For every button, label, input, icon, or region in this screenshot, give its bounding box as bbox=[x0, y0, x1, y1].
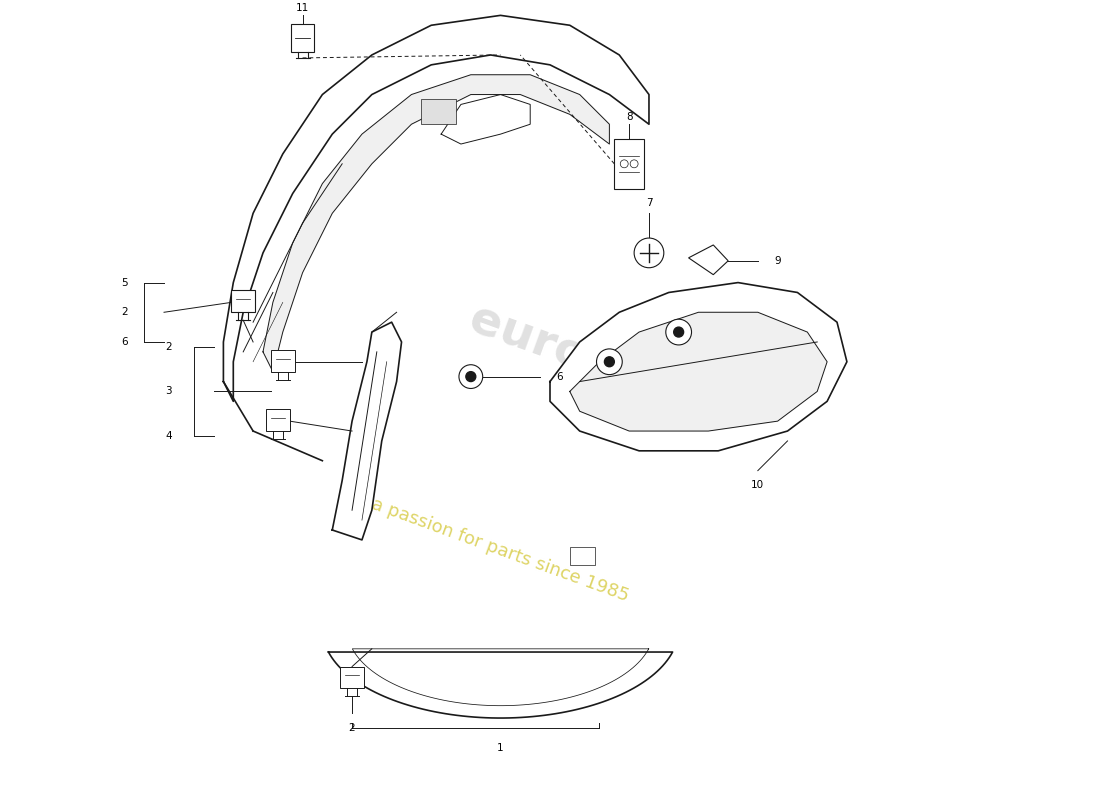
Text: 5: 5 bbox=[121, 278, 128, 287]
Circle shape bbox=[634, 238, 663, 268]
Polygon shape bbox=[223, 15, 649, 402]
Text: 11: 11 bbox=[296, 3, 309, 14]
Text: 1: 1 bbox=[497, 742, 504, 753]
Polygon shape bbox=[263, 74, 609, 372]
Bar bbox=[271, 350, 295, 372]
Text: a passion for parts since 1985: a passion for parts since 1985 bbox=[370, 494, 631, 605]
Bar bbox=[231, 290, 255, 312]
Polygon shape bbox=[570, 312, 827, 431]
Circle shape bbox=[596, 349, 623, 374]
Circle shape bbox=[604, 357, 614, 366]
Text: 2: 2 bbox=[166, 342, 173, 352]
Circle shape bbox=[620, 160, 628, 168]
Circle shape bbox=[666, 319, 692, 345]
Text: 6: 6 bbox=[557, 372, 563, 382]
Circle shape bbox=[630, 160, 638, 168]
Text: 6: 6 bbox=[121, 337, 128, 347]
Bar bbox=[421, 99, 456, 124]
Bar bbox=[570, 547, 594, 565]
Polygon shape bbox=[329, 649, 672, 718]
Text: 3: 3 bbox=[166, 386, 173, 397]
Text: 4: 4 bbox=[166, 431, 173, 441]
Polygon shape bbox=[550, 282, 847, 451]
Bar bbox=[290, 24, 315, 52]
Circle shape bbox=[673, 327, 683, 337]
Polygon shape bbox=[332, 322, 402, 540]
Text: 7: 7 bbox=[646, 198, 652, 209]
Bar bbox=[266, 410, 289, 431]
Text: 2: 2 bbox=[349, 723, 355, 733]
Circle shape bbox=[466, 372, 476, 382]
Text: 8: 8 bbox=[626, 112, 632, 122]
Text: 9: 9 bbox=[774, 256, 781, 266]
Text: 10: 10 bbox=[751, 481, 764, 490]
Bar bbox=[340, 666, 364, 688]
Text: 2: 2 bbox=[121, 307, 128, 318]
Circle shape bbox=[459, 365, 483, 389]
Bar bbox=[614, 139, 644, 189]
Text: eurospar·es: eurospar·es bbox=[463, 296, 776, 447]
Polygon shape bbox=[689, 245, 728, 274]
